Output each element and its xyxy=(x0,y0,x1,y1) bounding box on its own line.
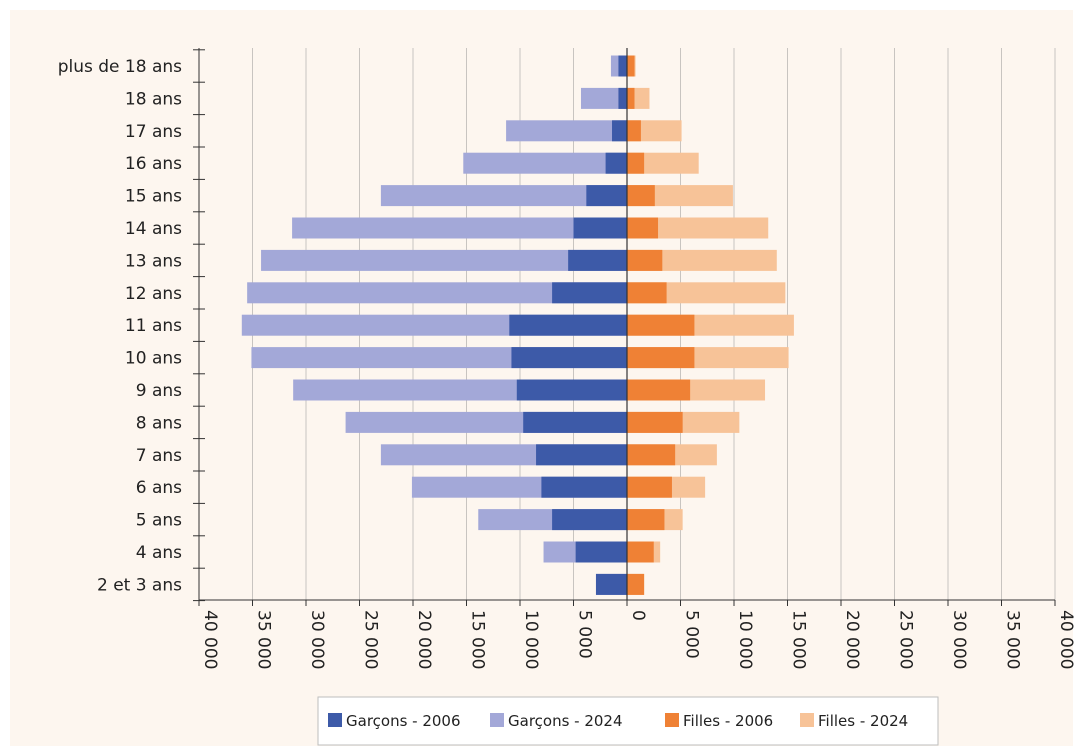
category-labels: plus de 18 ans 18 ans 17 ans 16 ans 15 ans 14… xyxy=(58,57,182,595)
bar-filles-2006 xyxy=(627,120,641,142)
category-label: 7 ans xyxy=(136,446,182,466)
bar-filles-2006 xyxy=(627,217,659,239)
legend: Garçons - 2006 Garçons - 2024 Filles - 2… xyxy=(317,696,939,746)
category-label: 18 ans xyxy=(125,89,182,109)
legend-label-filles-2024: Filles - 2024 xyxy=(818,712,908,730)
legend-swatch-filles-2006 xyxy=(665,713,679,727)
x-tick-label: 30 000 xyxy=(307,610,327,669)
legend-label-garcons-2006: Garçons - 2006 xyxy=(346,712,461,730)
bar-garcons-2006 xyxy=(536,444,627,466)
x-tick-label: 40 000 xyxy=(200,610,220,669)
bar-garcons-2024 xyxy=(463,152,627,174)
axes xyxy=(193,48,1056,606)
bar-garcons-2006 xyxy=(552,509,627,531)
category-label: 2 et 3 ans xyxy=(97,575,182,595)
x-tick-label: 25 000 xyxy=(896,610,916,669)
x-tick-label: 25 000 xyxy=(361,610,381,669)
bar-filles-2024 xyxy=(627,217,769,239)
category-label: 16 ans xyxy=(125,154,182,174)
category-label: 5 ans xyxy=(136,511,182,531)
legend-label-garcons-2024: Garçons - 2024 xyxy=(508,712,623,730)
bar-filles-2006 xyxy=(627,444,676,466)
category-label: 15 ans xyxy=(125,187,182,207)
bar-filles-2006 xyxy=(627,314,695,336)
category-label: 12 ans xyxy=(125,284,182,304)
bar-garcons-2024 xyxy=(292,217,627,239)
bar-garcons-2006 xyxy=(516,379,627,401)
category-label: 9 ans xyxy=(136,381,182,401)
bar-filles-2006 xyxy=(627,573,645,595)
bar-garcons-2024 xyxy=(506,120,627,142)
category-label: 8 ans xyxy=(136,413,182,433)
category-label: 4 ans xyxy=(136,543,182,563)
legend-box xyxy=(317,696,939,746)
bar-filles-2006 xyxy=(627,87,635,109)
bar-filles-2006 xyxy=(627,55,635,77)
category-label: 17 ans xyxy=(125,122,182,142)
bar-filles-2006 xyxy=(627,249,663,271)
category-label: 6 ans xyxy=(136,478,182,498)
bar-garcons-2006 xyxy=(568,249,627,271)
bar-garcons-2006 xyxy=(575,541,627,563)
bar-garcons-2006 xyxy=(552,282,627,304)
category-label: plus de 18 ans xyxy=(58,57,182,77)
bar-filles-2024 xyxy=(627,249,777,271)
x-tick-label: 15 000 xyxy=(789,610,809,669)
bar-garcons-2024 xyxy=(580,87,627,109)
bar-garcons-2006 xyxy=(612,120,627,142)
x-tick-label: 35 000 xyxy=(1003,610,1023,669)
bar-filles-2024 xyxy=(627,152,699,174)
bar-filles-2006 xyxy=(627,379,691,401)
bar-garcons-2006 xyxy=(586,185,627,207)
x-tick-label: 20 000 xyxy=(842,610,862,669)
bar-garcons-2024 xyxy=(261,249,627,271)
category-label: 10 ans xyxy=(125,349,182,369)
bar-filles-2006 xyxy=(627,282,667,304)
bar-garcons-2024 xyxy=(247,282,627,304)
x-tick-label: 20 000 xyxy=(414,610,434,669)
x-tick-label: 30 000 xyxy=(949,610,969,669)
legend-swatch-filles-2024 xyxy=(800,713,814,727)
bar-filles-2006 xyxy=(627,509,665,531)
x-tick-label: 15 000 xyxy=(468,610,488,669)
bar-filles-2006 xyxy=(627,185,655,207)
category-label: 14 ans xyxy=(125,219,182,239)
bar-filles-2006 xyxy=(627,411,683,433)
x-tick-label: 10 000 xyxy=(735,610,755,669)
category-label: 11 ans xyxy=(125,316,182,336)
x-tick-label: 5 000 xyxy=(575,610,595,659)
x-tick-label: 40 000 xyxy=(1056,610,1076,669)
bar-garcons-2024 xyxy=(380,185,627,207)
bars xyxy=(241,55,794,595)
bar-garcons-2006 xyxy=(541,476,627,498)
bar-garcons-2006 xyxy=(595,573,627,595)
x-tick-label: 10 000 xyxy=(521,610,541,669)
bar-filles-2006 xyxy=(627,541,654,563)
bar-garcons-2006 xyxy=(605,152,627,174)
x-tick-label: 35 000 xyxy=(254,610,274,669)
bar-garcons-2006 xyxy=(573,217,627,239)
category-label: 13 ans xyxy=(125,251,182,271)
bar-garcons-2006 xyxy=(618,55,627,77)
bar-filles-2006 xyxy=(627,152,645,174)
bar-filles-2006 xyxy=(627,476,672,498)
x-tick-label: 0 xyxy=(628,610,648,621)
bar-garcons-2006 xyxy=(523,411,627,433)
legend-label-filles-2006: Filles - 2006 xyxy=(683,712,773,730)
x-tick-labels: 40 000 35 000 30 000 25 000 20 000 15 000 10 0… xyxy=(200,610,1076,669)
legend-swatch-garcons-2006 xyxy=(328,713,342,727)
bar-filles-2006 xyxy=(627,347,695,369)
legend-swatch-garcons-2024 xyxy=(490,713,504,727)
x-tick-label: 5 000 xyxy=(682,610,702,659)
bar-garcons-2006 xyxy=(509,314,627,336)
bar-garcons-2006 xyxy=(618,87,627,109)
bar-garcons-2006 xyxy=(511,347,627,369)
